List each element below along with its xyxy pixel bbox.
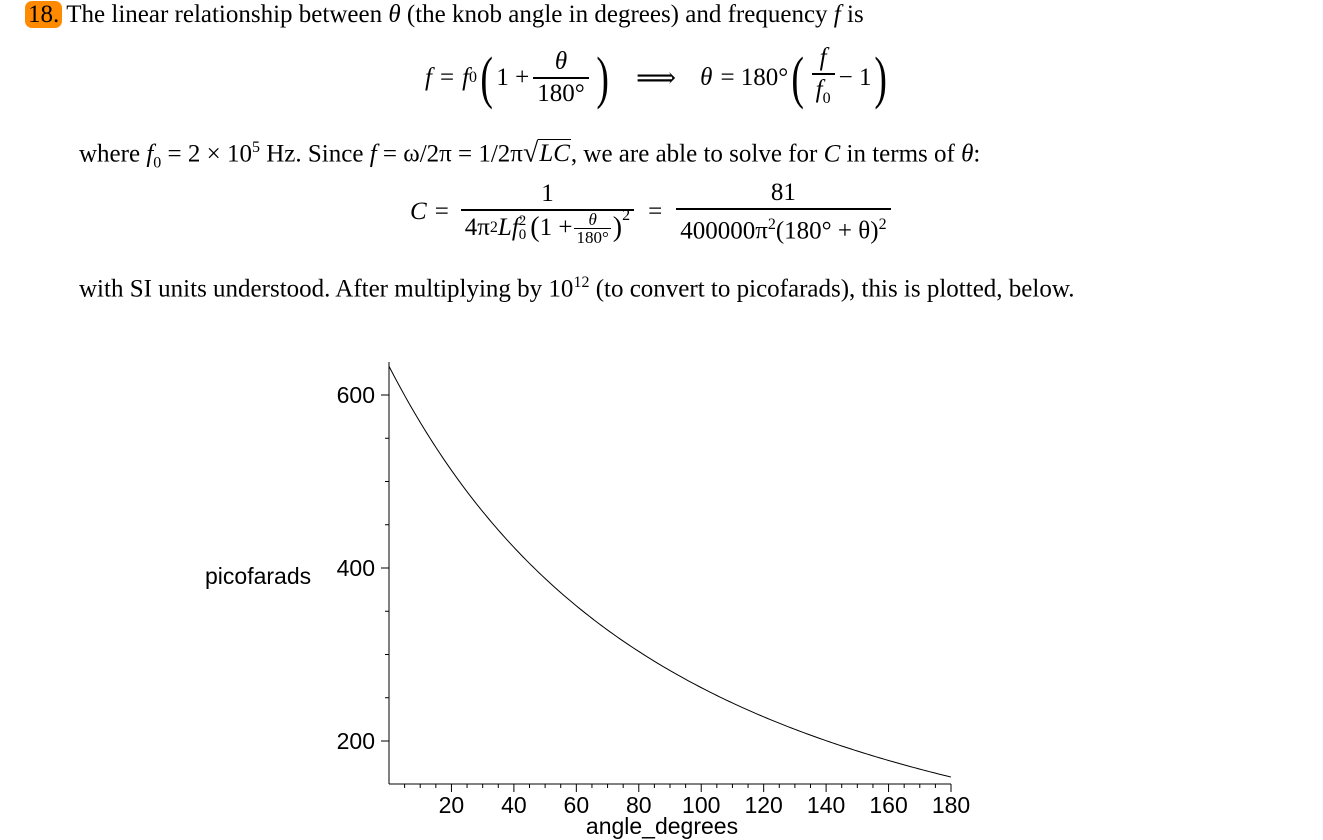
eq1-frac-theta: θ <box>554 48 568 75</box>
chart-axes <box>388 362 951 785</box>
y-axis-label: picofarads <box>205 563 311 589</box>
eq2-den2-sq2: 2 <box>878 215 887 233</box>
where-exp: 5 <box>251 139 260 156</box>
capacitance-curve <box>388 366 952 778</box>
eq2-C: C <box>410 198 427 225</box>
eq1-fraction-2: f f0 <box>811 43 835 114</box>
eq1-f0: f <box>462 64 470 91</box>
where-colon: : <box>973 140 981 168</box>
where-f: f <box>369 140 377 168</box>
after-pre: with SI units understood. After multiply… <box>79 275 574 303</box>
eq1-equals: = <box>439 64 455 91</box>
eq2-den1-f: f <box>511 214 519 241</box>
x-tick-label: 100 <box>682 792 720 818</box>
eq1-theta2: θ <box>700 64 713 91</box>
where-theta: θ <box>961 140 974 168</box>
x-tick-label: 140 <box>807 792 845 818</box>
problem-intro: 18. The linear relationship between θ (th… <box>25 0 864 30</box>
paren-right-2: ) <box>874 45 888 110</box>
eq1-implies: ⟹ <box>636 63 677 94</box>
intro-text-1: The linear relationship between <box>66 1 389 28</box>
eq1-one-plus: 1 + <box>496 64 530 91</box>
where-f0: f <box>146 140 154 168</box>
after-post: (to convert to picofarads), this is plot… <box>589 275 1075 303</box>
where-line: where f0 = 2 × 105 Hz. Since f = ω/2π = … <box>79 137 981 172</box>
x-tick-label: 160 <box>869 792 907 818</box>
after-exp: 12 <box>573 274 590 291</box>
where-f0-sub: 0 <box>153 154 162 172</box>
eq1-frac-180: 180° <box>533 77 589 109</box>
eq1-f0-sub: 0 <box>469 69 478 86</box>
x-tick-label: 180 <box>932 792 970 818</box>
x-axis-label: angle_degrees <box>586 813 738 839</box>
where-post2: in terms of <box>840 140 962 168</box>
intro-text-2: (the knob angle in degrees) and frequenc… <box>400 1 834 28</box>
paren-right: ) <box>596 45 609 110</box>
where-post: , we are able to solve for <box>570 140 824 168</box>
eq2-equals2: = <box>648 198 663 225</box>
eq2-small-fraction: θ 180° <box>574 209 611 247</box>
x-tick-label: 120 <box>744 792 782 818</box>
chart-ticks: 20 40 60 80 100 120 140 160 180 200 400 600 <box>337 382 971 818</box>
eq2-den1-outer-sq: 2 <box>622 207 631 224</box>
f-symbol: f <box>833 1 841 28</box>
eq2-den1-fsup: 2 <box>518 213 527 229</box>
eq2-small-180: 180° <box>574 227 611 247</box>
eq1-frac-f: f <box>819 43 827 71</box>
where-mid: Hz. Since <box>259 140 370 168</box>
theta-symbol: θ <box>388 1 401 28</box>
paren-left-2: ( <box>791 45 805 110</box>
where-lc: LC <box>538 139 571 168</box>
eq2-den2: 400000π <box>680 217 768 245</box>
eq1-equals2: = 180° <box>720 64 789 91</box>
y-tick-label: 400 <box>337 555 375 581</box>
eq2-den1-L: L <box>497 214 512 241</box>
eq2-den2-paren: (180° + θ) <box>775 217 879 245</box>
x-tick-label: 40 <box>501 792 527 818</box>
eq2-num1: 1 <box>541 179 554 207</box>
x-tick-label: 60 <box>564 792 590 818</box>
eq2-den2-sq: 2 <box>767 215 776 233</box>
where-omega: = ω/2π = 1/2π <box>376 140 523 168</box>
eq1-frac-f0-sub: 0 <box>822 89 831 107</box>
x-tick-label: 80 <box>626 792 652 818</box>
eq2-den1-one-plus: 1 + <box>539 214 573 241</box>
eq1-f: f <box>425 64 432 91</box>
paren-left: ( <box>480 45 493 110</box>
eq1-fraction: θ 180° <box>533 47 589 109</box>
eq2-small-theta: θ <box>588 209 597 229</box>
eq2-equals: = <box>434 198 449 225</box>
where-val: = 2 × 10 <box>161 140 252 168</box>
eq2-den1-sq: 2 <box>489 219 498 236</box>
after-line: with SI units understood. After multiply… <box>79 268 1075 304</box>
eq2-den1-fsub: 0 <box>518 227 527 243</box>
intro-text-3: is <box>840 1 864 28</box>
eq1-minus-one: − 1 <box>838 64 872 91</box>
eq1-frac-f0: f <box>815 75 823 103</box>
eq2-fraction-2: 81 400000π2(180° + θ)2 <box>676 178 891 246</box>
y-tick-label: 200 <box>337 728 375 754</box>
where-pre: where <box>79 140 147 168</box>
eq2-den1-a: 4π <box>464 214 490 241</box>
x-tick-label: 20 <box>439 792 465 818</box>
problem-number: 18. <box>25 1 63 28</box>
y-tick-label: 600 <box>337 382 375 408</box>
where-C: C <box>823 140 841 168</box>
eq2-num2: 81 <box>770 178 796 206</box>
